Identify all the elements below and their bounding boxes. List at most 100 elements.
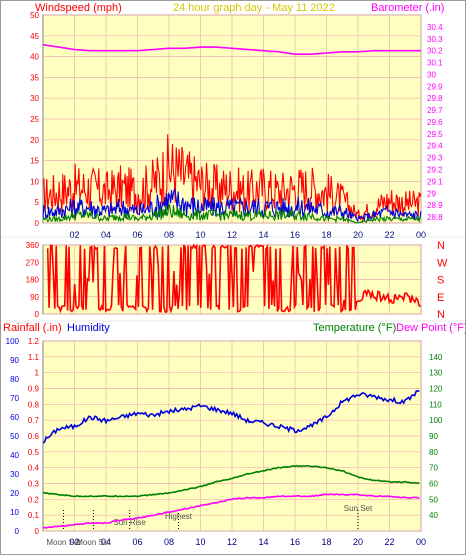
compass-label-s: S — [437, 275, 444, 287]
series-humidity — [42, 390, 420, 444]
temperature-tick-label: 120 — [429, 385, 443, 394]
windspeed-tick-label: 20 — [30, 136, 39, 145]
rainfall-tick-label: 0.8 — [28, 400, 40, 409]
temperature-tick-label: 60 — [429, 480, 438, 489]
event-label: Moon Set — [46, 538, 81, 547]
barometer-tick-label: 29.2 — [427, 166, 443, 175]
compass-label-e: E — [437, 292, 444, 304]
compass-label-n: N — [437, 240, 445, 252]
wind-series-average — [42, 187, 422, 223]
wind-x-tick-label: 04 — [101, 230, 111, 240]
barometer-tick-label: 30.4 — [427, 23, 443, 32]
temp-x-tick-label: 00 — [416, 537, 426, 547]
temp-x-tick-label: 04 — [101, 537, 111, 547]
direction-tick-label: 180 — [26, 276, 40, 285]
barometer-tick-label: 30.1 — [427, 59, 443, 68]
humidity-tick-label: 80 — [10, 375, 19, 384]
rainfall-tick-label: 0.3 — [28, 480, 40, 489]
windspeed-tick-label: 50 — [30, 11, 39, 20]
humidity-tick-label: 100 — [6, 337, 20, 346]
rainfall-tick-label: 1 — [35, 369, 40, 378]
wind-series-gust — [42, 134, 422, 222]
barometer-tick-label: 28.9 — [427, 201, 443, 210]
temperature-tick-label: 90 — [429, 432, 438, 441]
wind-x-tick-label: 12 — [227, 230, 237, 240]
barometer-tick-label: 29 — [427, 189, 436, 198]
windspeed-axis-label: Windspeed (mph) — [35, 2, 122, 14]
wind-direction-line — [46, 243, 421, 314]
dewpoint-axis-label: Dew Point (°F) — [396, 322, 465, 334]
rainfall-tick-label: 0.5 — [28, 448, 40, 457]
temp-x-tick-label: 12 — [227, 537, 237, 547]
humidity-tick-label: 30 — [10, 470, 19, 479]
wind-x-tick-label: 14 — [258, 230, 268, 240]
direction-tick-label: 90 — [30, 293, 39, 302]
temp-x-tick-label: 08 — [164, 537, 174, 547]
wind-x-tick-label: 06 — [132, 230, 142, 240]
temp-x-tick-label: 22 — [384, 537, 394, 547]
temp-x-tick-label: 02 — [69, 537, 79, 547]
rainfall-tick-label: 0.7 — [28, 416, 40, 425]
event-label: Sun Rise — [113, 518, 146, 527]
barometer-tick-label: 28.8 — [427, 213, 443, 222]
temperature-tick-label: 130 — [429, 369, 443, 378]
temperature-tick-label: 40 — [429, 511, 438, 520]
series-dew-point — [42, 493, 420, 529]
rainfall-tick-label: 0.1 — [28, 511, 40, 520]
wind-x-tick-label: 18 — [321, 230, 331, 240]
rainfall-tick-label: 1.2 — [28, 337, 40, 346]
barometer-tick-label: 30.2 — [427, 47, 443, 56]
direction-tick-label: 270 — [26, 258, 40, 267]
event-label: Highest — [165, 512, 193, 521]
barometer-tick-label: 29.6 — [427, 118, 443, 127]
windspeed-tick-label: 45 — [30, 32, 39, 41]
humidity-tick-label: 40 — [10, 451, 19, 460]
windspeed-tick-label: 35 — [30, 73, 39, 82]
temp-x-tick-label: 06 — [132, 537, 142, 547]
windspeed-tick-label: 40 — [30, 53, 39, 62]
wind-x-tick-label: 16 — [290, 230, 300, 240]
barometer-tick-label: 29.7 — [427, 106, 443, 115]
humidity-axis-label: Humidity — [67, 322, 110, 334]
humidity-tick-label: 0 — [15, 527, 20, 536]
barometer-tick-label: 30.3 — [427, 35, 443, 44]
barometer-tick-label: 29.8 — [427, 94, 443, 103]
rainfall-tick-label: 0.6 — [28, 432, 40, 441]
temp-x-tick-label: 20 — [353, 537, 363, 547]
direction-tick-label: 360 — [26, 241, 40, 250]
temperature-axis-label: Temperature (°F) — [313, 322, 396, 334]
temperature-tick-label: 140 — [429, 353, 443, 362]
compass-label-n: N — [437, 309, 445, 321]
rainfall-axis-label: Rainfall (.in) — [3, 322, 62, 334]
rainfall-tick-label: 0.9 — [28, 385, 40, 394]
temperature-tick-label: 80 — [429, 448, 438, 457]
humidity-tick-label: 70 — [10, 394, 19, 403]
temp-x-tick-label: 14 — [258, 537, 268, 547]
event-label: Moon Set — [76, 538, 111, 547]
wind-x-tick-label: 02 — [69, 230, 79, 240]
windspeed-tick-label: 30 — [30, 94, 39, 103]
humidity-tick-label: 50 — [10, 432, 19, 441]
series-temperature — [42, 464, 420, 498]
barometer-tick-label: 30 — [427, 70, 436, 79]
humidity-tick-label: 60 — [10, 413, 19, 422]
temperature-tick-label: 110 — [429, 400, 442, 409]
barometer-tick-label: 29.4 — [427, 142, 443, 151]
wind-x-tick-label: 20 — [353, 230, 363, 240]
compass-label-w: W — [437, 257, 448, 269]
temp-x-tick-label: 16 — [290, 537, 300, 547]
wind-x-tick-label: 08 — [164, 230, 174, 240]
humidity-tick-label: 10 — [10, 508, 19, 517]
windspeed-tick-label: 0 — [35, 219, 40, 228]
wind-x-tick-label: 22 — [384, 230, 394, 240]
barometer-axis-label: Barometer (.in) — [371, 2, 444, 14]
rainfall-tick-label: 0 — [35, 527, 40, 536]
windspeed-tick-label: 10 — [30, 177, 39, 186]
wind-series-low — [42, 203, 422, 224]
barometer-tick-label: 29.1 — [427, 177, 443, 186]
rainfall-tick-label: 0.2 — [28, 495, 40, 504]
barometer-tick-label: 29.9 — [427, 82, 443, 91]
graph-title: 24 hour graph day - May 11 2022 — [173, 2, 335, 14]
